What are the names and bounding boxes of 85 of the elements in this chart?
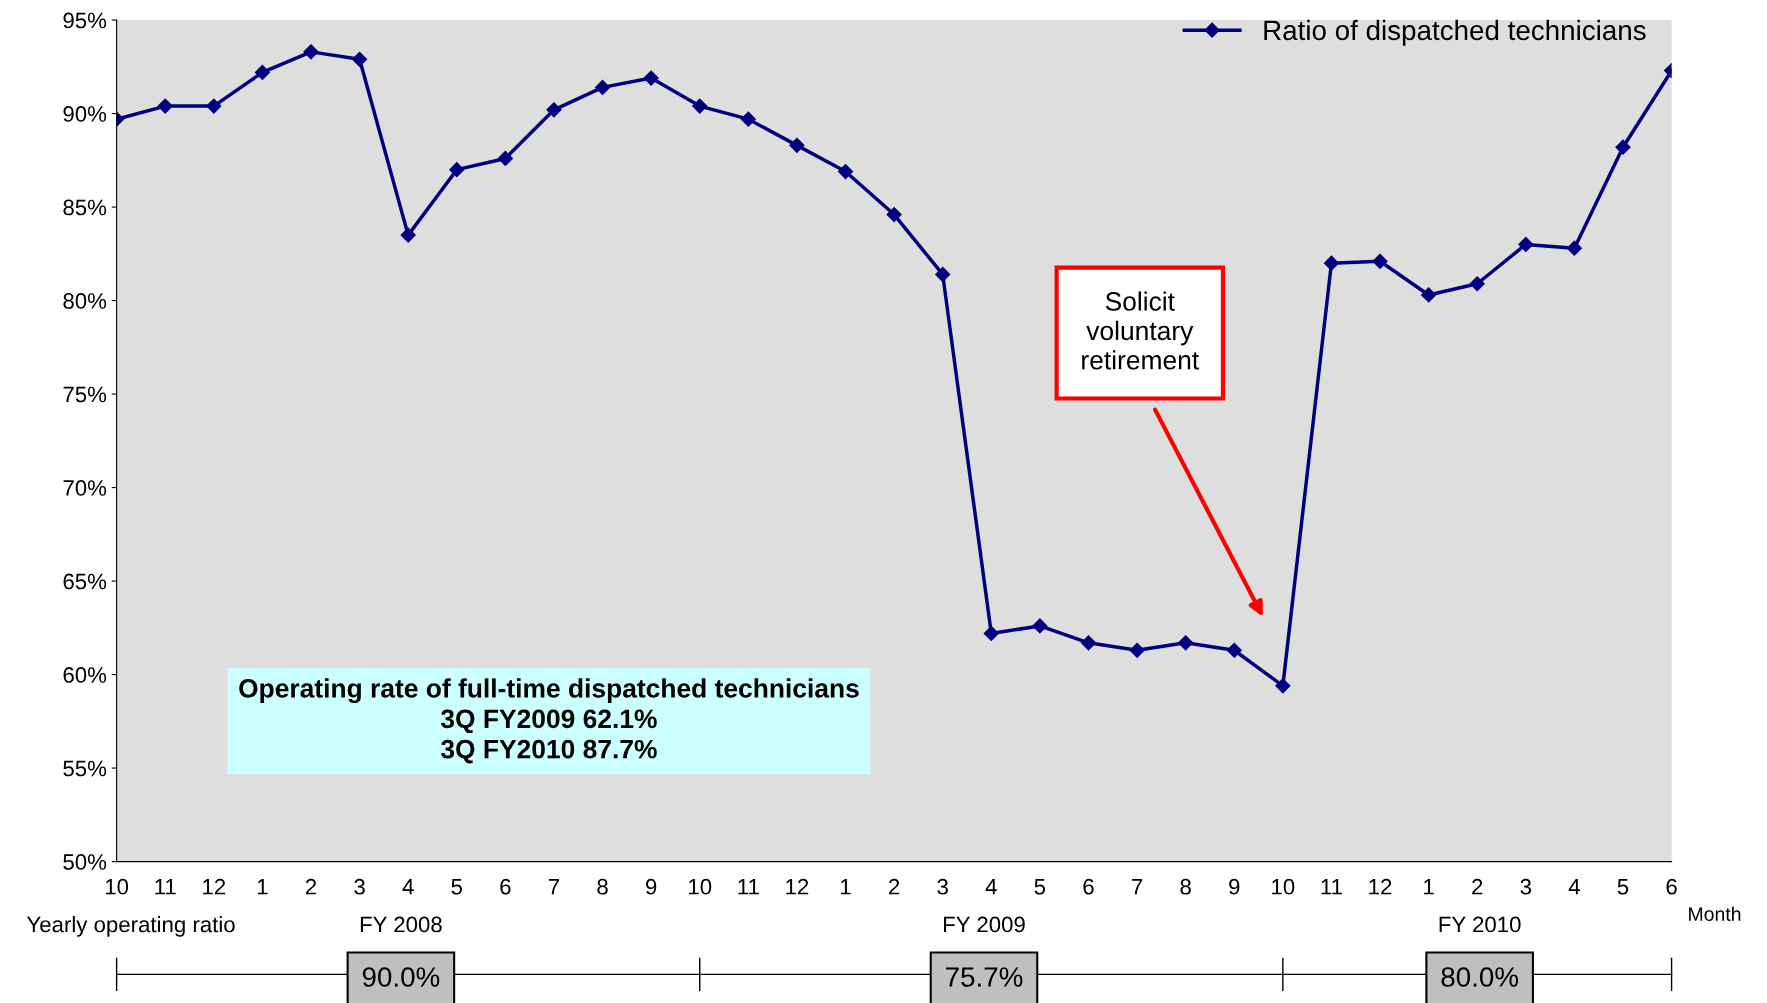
y-tick-label: 50%: [63, 854, 107, 870]
point: [157, 98, 173, 114]
point: [1032, 618, 1048, 634]
x-tick-label: 7: [1132, 879, 1143, 895]
x-tick-label: 4: [985, 879, 997, 895]
point: [837, 163, 854, 180]
x-tick-label: 12: [203, 878, 226, 895]
x-tick-label: 10: [1272, 878, 1295, 895]
point: [352, 51, 368, 67]
x-tick-label: 2: [305, 878, 317, 895]
x-tick-label: 11: [155, 879, 176, 895]
x-tick-label: 12: [786, 878, 809, 895]
point: [886, 206, 902, 223]
annotation: Operating rate of full-time dispatched technicians 3Q FY2009 62.1% 3Q FY2010 87.7%: [239, 678, 859, 764]
point: [400, 227, 416, 243]
x-tick-label: 6: [1666, 878, 1677, 895]
text: 75.7%: [946, 967, 1023, 987]
point: [1323, 255, 1340, 271]
point: [692, 98, 708, 114]
y-tick-label: 75%: [63, 386, 107, 403]
y-tick-label: 55%: [63, 760, 107, 777]
text: 80.0%: [1441, 967, 1519, 987]
x-tick-label: 8: [1180, 878, 1191, 895]
point: [449, 162, 465, 178]
y-tick-label: 60%: [63, 667, 107, 683]
point: [1421, 287, 1437, 303]
x-tick-label: 5: [1034, 879, 1046, 895]
point: [1566, 240, 1582, 256]
y-tick-label: 80%: [63, 293, 107, 309]
point: [1178, 635, 1194, 651]
y-tick-label: 85%: [63, 199, 107, 216]
x-tick-label: 5: [451, 879, 463, 895]
text: Yearly operating ratio: [26, 916, 235, 937]
point: [1129, 642, 1145, 658]
point: [935, 266, 951, 282]
x-tick-label: 2: [1472, 878, 1483, 895]
x-tick-label: 11: [1321, 879, 1342, 895]
y-tick-label: 70%: [63, 480, 107, 496]
point: [594, 79, 611, 95]
point: [740, 111, 756, 127]
point: [254, 64, 270, 80]
x-tick-label: 10: [105, 878, 129, 895]
point: [1615, 139, 1631, 155]
x-tick-label: 6: [1083, 878, 1094, 895]
point: [546, 102, 562, 118]
point: [303, 44, 319, 60]
x-tick-label: 5: [1617, 879, 1629, 895]
point: [1518, 236, 1534, 253]
x-axis-title: Month: [1689, 906, 1741, 921]
point: [1226, 642, 1242, 658]
x-tick-label: 4: [402, 879, 414, 895]
x-tick-label: 9: [646, 878, 657, 895]
legend-label: Ratio of dispatched technicians: [1264, 19, 1646, 46]
point: [643, 70, 659, 86]
y-tick-label: 65%: [63, 573, 107, 590]
x-tick-label: 6: [500, 878, 511, 895]
point: [1469, 276, 1485, 292]
text: FY 2008: [360, 916, 442, 933]
point: [1372, 253, 1388, 269]
x-tick-label: 3: [354, 878, 365, 895]
point: [206, 98, 222, 114]
point: [1275, 678, 1291, 694]
annotation: Solicit voluntary retirement: [1082, 291, 1199, 370]
x-tick-label: 3: [1520, 878, 1532, 895]
text: FY 2010: [1439, 916, 1521, 933]
x-tick-label: 7: [548, 879, 560, 895]
y-tick-label: 95%: [63, 12, 107, 29]
x-tick-label: 12: [1369, 878, 1392, 895]
x-tick-label: 3: [937, 878, 948, 895]
x-tick-label: 10: [689, 878, 712, 895]
text: FY 2009: [944, 916, 1025, 933]
x-tick-label: 11: [738, 879, 759, 895]
x-tick-label: 1: [257, 879, 268, 895]
x-tick-label: 1: [841, 879, 851, 895]
x-tick-label: 2: [889, 878, 900, 895]
y-tick-label: 90%: [63, 106, 107, 122]
x-tick-label: 4: [1568, 879, 1580, 895]
x-tick-label: 1: [1424, 879, 1434, 895]
point: [789, 137, 805, 153]
point: [1080, 635, 1097, 651]
x-tick-label: 8: [597, 878, 608, 895]
point: [983, 625, 999, 642]
text: 90.0%: [362, 967, 440, 987]
point: [497, 150, 513, 167]
x-tick-label: 9: [1229, 878, 1240, 895]
